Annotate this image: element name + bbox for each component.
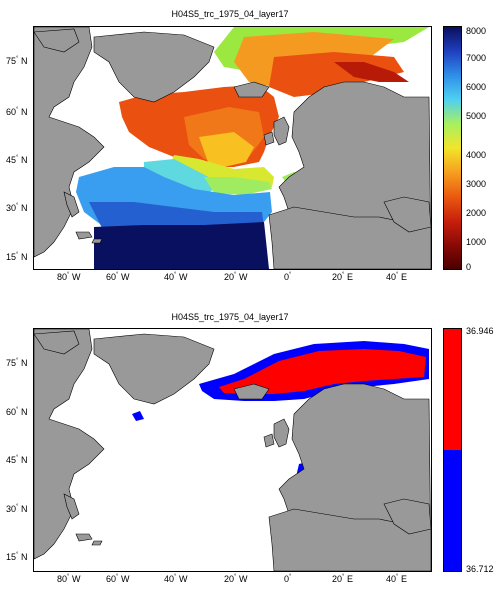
lat-label: 75° N [6,56,28,66]
lon-label: 80° W [57,574,81,584]
colorbar-tick: 3000 [466,179,487,189]
map-top-canvas [34,27,431,269]
lon-label: 20° E [332,272,353,282]
lat-label: 45° N [6,455,28,465]
colorbar-tick: 4000 [466,150,487,160]
lat-label: 30° N [6,203,28,213]
colorbar-tick: 0 [466,262,472,272]
colorbar-tick: 8000 [466,26,487,36]
lon-label: 0° [284,574,292,584]
lon-label: 40° W [164,272,188,282]
tracer-field-top [76,27,429,269]
map-top [33,26,432,270]
colorbar-tick: 2000 [466,208,487,218]
lon-label: 40° E [386,272,407,282]
colorbar-tick: 36.712 [466,564,494,574]
lon-label: 40° W [164,574,188,584]
lon-label: 0° [284,272,292,282]
lon-label: 80° W [57,272,81,282]
colorbar-bottom [443,328,462,572]
map-title-bottom: H04S5_trc_1975_04_layer17 [171,312,289,322]
lon-label: 60° W [106,272,130,282]
lat-label: 15° N [6,252,28,262]
colorbar-tick: 1000 [466,237,487,247]
lat-label: 60° N [6,407,28,417]
lat-label: 75° N [6,358,28,368]
colorbar-tick: 5000 [466,111,487,121]
colorbar-tick: 7000 [466,53,487,63]
map-title-top: H04S5_trc_1975_04_layer17 [171,9,289,19]
lon-label: 20° E [332,574,353,584]
land-top [34,27,431,269]
lat-label: 30° N [6,504,28,514]
lon-label: 20° W [224,272,248,282]
lon-label: 60° W [106,574,130,584]
map-bottom [33,328,432,572]
colorbar-tick: 36.946 [466,326,494,336]
lat-label: 60° N [6,107,28,117]
lon-label: 20° W [224,574,248,584]
colorbar-top [443,26,462,270]
lat-label: 15° N [6,552,28,562]
lon-label: 40° E [386,574,407,584]
land-bottom [34,329,431,571]
lat-label: 45° N [6,155,28,165]
map-bottom-canvas [34,329,431,571]
colorbar-tick: 6000 [466,82,487,92]
